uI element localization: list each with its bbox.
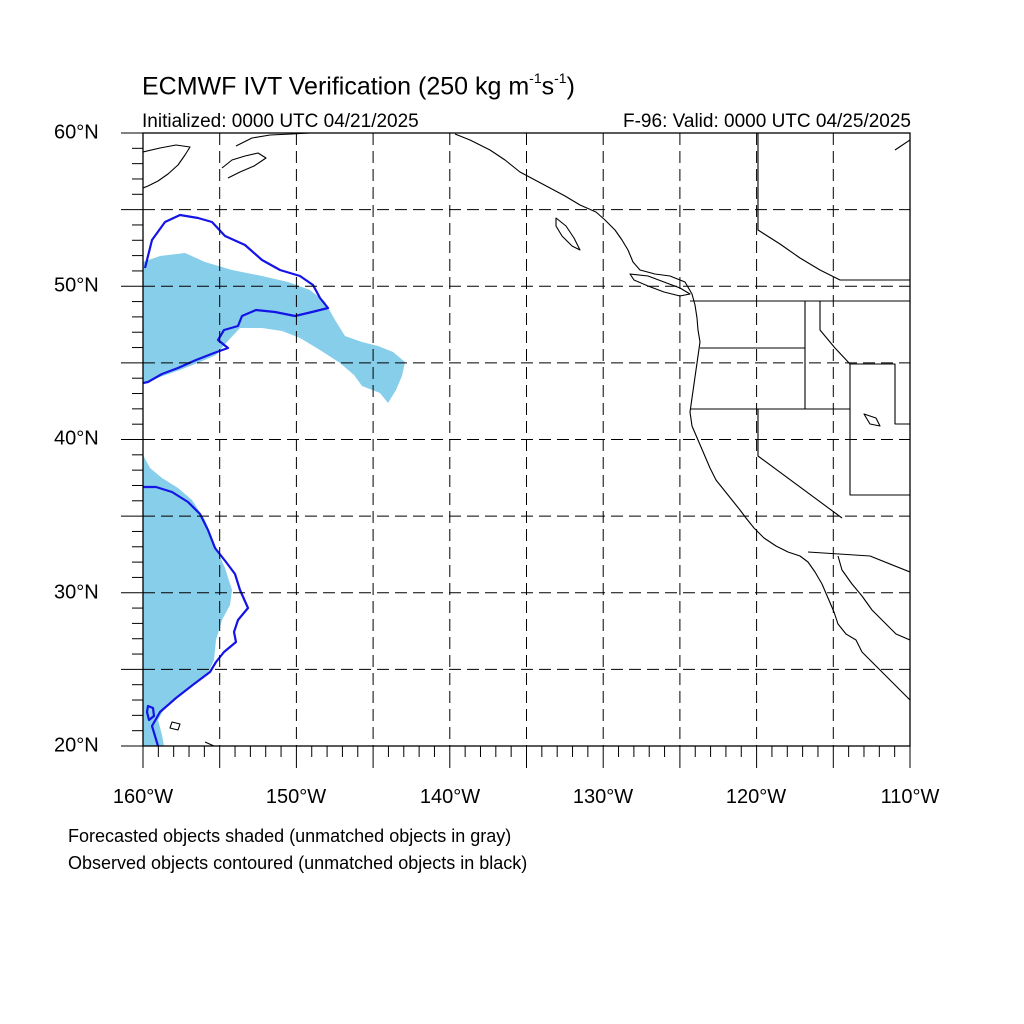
lat-label-40n: 40°N [54, 427, 99, 450]
valid-time: F-96: Valid: 0000 UTC 04/25/2025 [623, 111, 911, 132]
alaska-gulf-coast [235, 133, 311, 147]
observed-contour-south [143, 485, 250, 746]
lon-label-130w: 130°W [572, 786, 634, 808]
lon-label-160w: 160°W [112, 786, 174, 808]
observed-contour-hawaii [145, 704, 156, 722]
lat-label-30n: 30°N [54, 581, 99, 604]
alaska-peninsula-coast [221, 152, 267, 179]
initialized-time: Initialized: 0000 UTC 04/21/2025 [142, 111, 419, 132]
alaska-canada-border [757, 133, 910, 281]
hudson-coast [894, 139, 910, 151]
lon-label-150w: 150°W [265, 786, 327, 808]
baja-gulf-coast [837, 555, 910, 641]
lon-label-120w: 120°W [725, 786, 787, 808]
alaska-coast [143, 144, 191, 189]
observed-objects [143, 213, 330, 746]
state-boundaries [690, 301, 910, 573]
lat-label-50n: 50°N [54, 274, 99, 297]
map-title: ECMWF IVT Verification (250 kg m-1s-1) [142, 70, 575, 101]
footnote-observed: Observed objects contoured (unmatched ob… [68, 853, 528, 873]
lon-label-140w: 140°W [419, 786, 481, 808]
forecast-object-south [143, 455, 232, 746]
vancouver-island [629, 273, 691, 297]
axis-ticks [121, 132, 911, 768]
haida-gwaii [555, 217, 581, 251]
lat-label-20n: 20°N [54, 734, 99, 757]
lat-label-60n: 60°N [54, 121, 99, 144]
footnote-forecast: Forecasted objects shaded (unmatched obj… [68, 826, 512, 846]
gulf-of-california-island [863, 413, 881, 427]
forecast-object-north [143, 253, 405, 403]
lon-label-110w: 110°W [880, 786, 940, 808]
hawaii-small-island [204, 741, 215, 746]
hawaii-big-island [169, 721, 181, 731]
observed-contour-north [143, 213, 330, 385]
forecast-objects [143, 253, 405, 746]
coastlines [143, 133, 910, 746]
north-america-west-coast [454, 133, 910, 701]
graticule [143, 133, 910, 746]
